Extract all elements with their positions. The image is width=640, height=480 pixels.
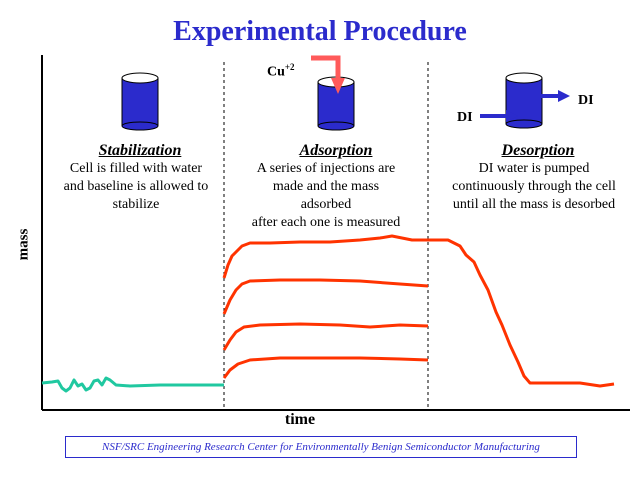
stage-title-adsorption: Adsorption <box>299 142 373 159</box>
description-line: DI water is pumped <box>478 161 590 176</box>
cell-icon-stabilization <box>121 72 159 131</box>
footer-credit: NSF/SRC Engineering Research Center for … <box>65 436 577 458</box>
page-title: Experimental Procedure <box>173 16 467 47</box>
cell-icon-desorption <box>505 72 543 129</box>
y-axis-label: mass <box>15 228 32 261</box>
di-out-label: DI <box>578 93 594 108</box>
baseline-trace <box>41 376 224 393</box>
description-line: made and the mass <box>272 179 380 194</box>
stage-description-stabilization: Cell is filled with water and baseline i… <box>46 160 226 214</box>
description-line: adsorbed <box>300 197 352 212</box>
ion-label: Cu+2 <box>267 62 295 80</box>
description-line: A series of injections are <box>256 161 396 176</box>
flow-in-arrow-icon <box>480 110 518 122</box>
stage-title-desorption: Desorption <box>501 142 575 159</box>
trace-injection-1 <box>222 356 429 379</box>
description-line: Cell is filled with water <box>69 161 203 176</box>
trace-injection-3 <box>222 278 429 315</box>
trace-injection-2 <box>222 322 429 351</box>
stage-description-desorption: DI water is pumped continuously through … <box>432 160 636 214</box>
di-in-label: DI <box>457 110 473 125</box>
flow-out-arrow-icon <box>540 90 570 102</box>
description-line: after each one is measured <box>251 215 401 230</box>
description-line: stabilize <box>112 197 160 212</box>
injection-arrow-icon <box>311 55 345 94</box>
x-axis-label: time <box>284 411 316 428</box>
description-line: and baseline is allowed to <box>63 179 209 194</box>
description-line: continuously through the cell <box>452 179 616 194</box>
description-line: until all the mass is desorbed <box>452 197 616 212</box>
stage-description-adsorption: A series of injections are made and the … <box>234 160 418 232</box>
trace-injection-4 <box>222 234 615 388</box>
stage-title-stabilization: Stabilization <box>98 142 182 159</box>
